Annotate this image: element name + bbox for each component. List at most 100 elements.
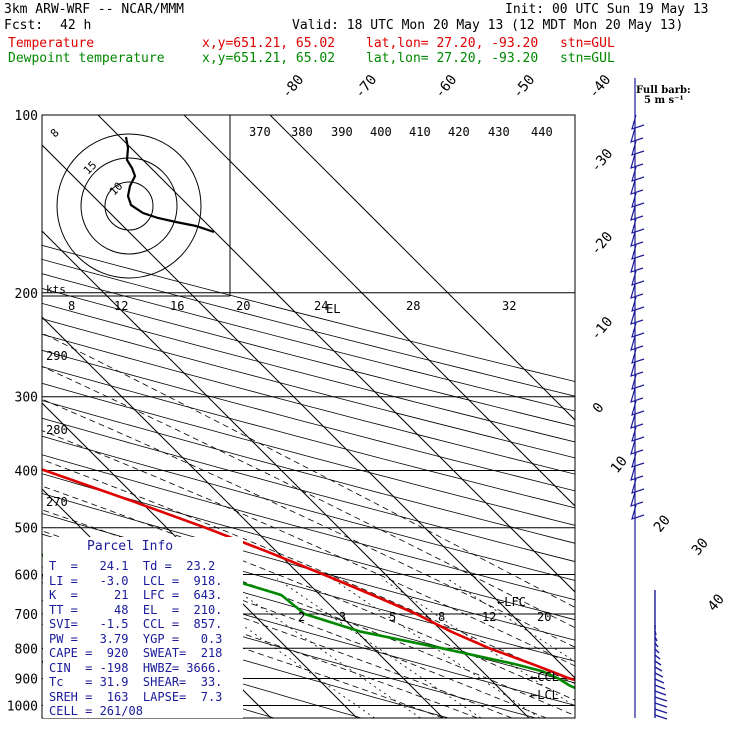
legend-temperature-latlon: lat,lon= 27.20, -93.20 (366, 36, 539, 51)
wind-barb (654, 678, 665, 684)
parcel-info-row: SREH = 163 LAPSE= 7.3 (49, 689, 223, 704)
pressure-tick-label: 800 (15, 642, 38, 657)
isotherm-line (183, 115, 575, 507)
dry-adiabat (42, 492, 575, 641)
temperature-tick-label: 30 (689, 535, 712, 558)
temperature-tick-label: -70 (352, 72, 381, 102)
pressure-tick-label: 300 (15, 391, 38, 406)
hodograph-ring (80, 157, 178, 255)
parcel-info-title: Parcel Info (87, 539, 174, 554)
hodograph-speed-label: 16 (170, 299, 184, 313)
wind-barb (631, 504, 645, 520)
dry-adiabat (42, 273, 575, 412)
wind-barb (631, 348, 645, 364)
wind-barb (631, 296, 645, 312)
temperature-tick-label: -40 (586, 72, 615, 102)
dry-adiabat (42, 435, 575, 581)
dry-adiabat (42, 473, 575, 621)
legend-dewpoint-stn: stn=GUL (560, 51, 615, 66)
wind-barb (631, 426, 645, 442)
wind-barb (630, 257, 644, 273)
parcel-info-panel: Parcel Info T = 24.1 Td = 23.2 LI = -3.0 … (43, 537, 243, 718)
pressure-tick-label: 500 (15, 522, 38, 537)
parcel-info-row: CELL = 261/08 (49, 704, 143, 718)
wind-barb (630, 439, 644, 455)
parcel-info-row: Tc = 31.9 SHEAR= 33. (49, 675, 223, 689)
legend-dewpoint-xy: x,y=651.21, 65.02 (202, 51, 336, 66)
pressure-tick-label: 200 (15, 287, 38, 302)
wind-barb (631, 166, 645, 182)
barb-legend-title: Full barb: (636, 85, 691, 96)
theta-label: 430 (488, 125, 510, 139)
isotherm-line (42, 402, 358, 718)
dry-adiabat (42, 577, 536, 718)
wind-barb (654, 654, 661, 660)
moist-adiabat (42, 485, 575, 701)
temperature-tick-label: -80 (279, 72, 308, 102)
legend-dewpoint-latlon: lat,lon= 27.20, -93.20 (366, 51, 539, 66)
isotherm-line (97, 115, 575, 593)
legend-temperature-xy: x,y=651.21, 65.02 (202, 36, 336, 51)
parcel-info-row: LI = -3.0 LCL = 918. (49, 573, 223, 588)
hodograph-unit-label: kts (46, 283, 66, 296)
annotation-label-ccl: ←CCL (530, 670, 559, 684)
wind-barb (631, 244, 645, 260)
isotherm-line (269, 115, 575, 421)
annotation-label-el: EL (326, 302, 340, 316)
theta-label: 290 (46, 349, 68, 363)
wind-barb (631, 400, 645, 416)
wind-barb (630, 231, 644, 247)
theta-label: 390 (331, 125, 353, 139)
theta-label: 400 (370, 125, 392, 139)
wind-barb (654, 666, 663, 672)
wind-barb (631, 322, 645, 338)
mixing-ratio-label: 8 (438, 610, 445, 624)
temperature-tick-label: 0 (590, 400, 608, 417)
wind-barb (654, 660, 662, 666)
wind-barb (631, 270, 645, 286)
hodograph-speed-label: 32 (502, 299, 516, 313)
wind-barb (630, 361, 644, 377)
moist-adiabat (42, 398, 575, 648)
temperature-tick-label: 40 (705, 591, 728, 614)
dry-adiabat (42, 302, 575, 443)
theta-label: 370 (249, 125, 271, 139)
theta-label: 410 (409, 125, 431, 139)
dewpoint-profile (42, 553, 575, 690)
wind-barb (631, 478, 645, 494)
mixing-ratio-label: 12 (482, 610, 496, 624)
init-time: Init: 00 UTC Sun 19 May 13 (505, 2, 709, 17)
parcel-info-row: CAPE = 920 SWEAT= 218 (49, 646, 223, 660)
mixing-ratio-label: 3 (339, 610, 346, 624)
parcel-info-row: SVI= -1.5 CCL = 857. (49, 617, 223, 631)
wind-barb (654, 690, 667, 696)
legend-dewpoint-name: Dewpoint temperature (8, 51, 165, 66)
wind-barb (654, 672, 664, 678)
temperature-tick-label: -60 (432, 72, 461, 102)
pressure-tick-label: 900 (15, 672, 38, 687)
mixing-ratio-label: 5 (389, 610, 396, 624)
pressure-tick-label: 100 (15, 109, 38, 124)
parcel-info-row: T = 24.1 Td = 23.2 (49, 559, 216, 573)
temperature-profile (42, 468, 575, 682)
mixing-ratio-line (219, 578, 421, 718)
wind-barb (631, 114, 645, 130)
isotherm-line (42, 144, 575, 679)
hodograph-ring (104, 181, 154, 231)
pressure-tick-label: 400 (15, 465, 38, 480)
dry-adiabat (42, 244, 575, 382)
pressure-tick-label: 1000 (7, 699, 38, 714)
wind-barb (630, 309, 644, 325)
temperature-tick-label: -50 (510, 72, 539, 102)
hodograph-ring-label: 15 (81, 159, 100, 178)
wind-barb (654, 714, 668, 720)
hodograph-speed-label: 20 (236, 299, 250, 313)
legend-temperature-name: Temperature (8, 36, 95, 51)
wind-barb (631, 192, 645, 208)
forecast-label: Fcst: (4, 18, 44, 33)
mixing-ratio-line (381, 578, 575, 707)
dry-adiabat (42, 349, 575, 492)
model-title: 3km ARW-WRF -- NCAR/MMM (4, 2, 185, 17)
wind-barb (630, 179, 644, 195)
mixing-ratio-label: 2 (298, 610, 305, 624)
